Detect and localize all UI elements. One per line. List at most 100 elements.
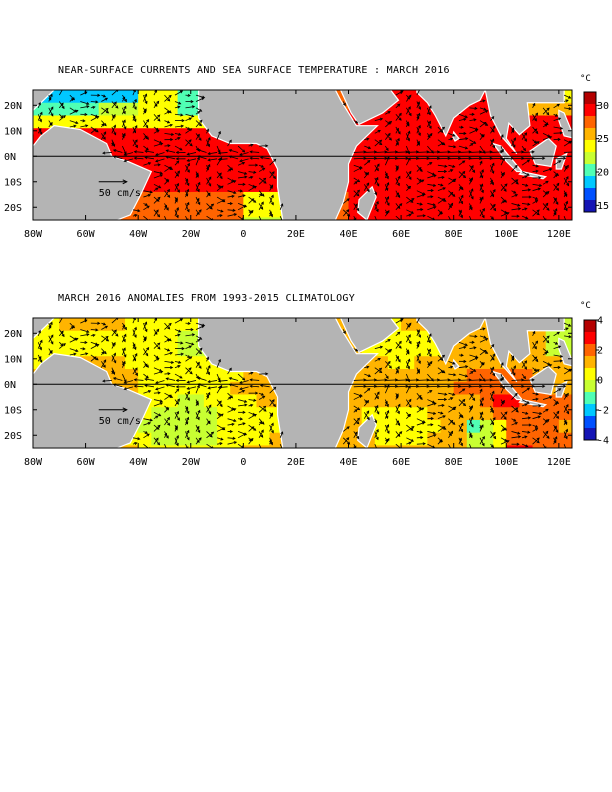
current-arrow-head xyxy=(538,183,543,187)
current-arrow xyxy=(143,162,151,166)
current-arrow-head xyxy=(220,413,224,417)
current-arrow-head xyxy=(187,390,190,394)
current-arrow-head xyxy=(420,436,424,440)
current-arrow xyxy=(124,380,134,384)
current-arrow-head xyxy=(460,353,464,357)
current-arrow-head xyxy=(399,203,403,207)
current-arrow-head xyxy=(96,116,100,119)
current-arrow-head xyxy=(463,359,467,363)
current-arrow xyxy=(500,424,507,431)
current-arrow xyxy=(416,443,426,445)
current-arrow-head xyxy=(501,149,504,153)
current-arrow xyxy=(353,417,360,426)
ocean-cell xyxy=(111,102,126,117)
current-arrow-head xyxy=(564,421,568,426)
ocean-cell xyxy=(203,419,218,434)
ocean-cell xyxy=(230,179,244,193)
current-arrow-head xyxy=(558,160,562,164)
current-arrow xyxy=(490,418,494,425)
ocean-cell xyxy=(230,407,244,421)
current-arrow-head xyxy=(149,190,153,194)
current-arrow xyxy=(206,177,212,187)
current-arrow-head xyxy=(133,378,137,382)
current-arrow xyxy=(101,97,108,102)
current-arrow-head xyxy=(565,221,567,223)
current-arrow xyxy=(185,128,192,134)
current-arrow-head xyxy=(166,348,171,352)
current-arrow-head xyxy=(124,326,127,331)
current-arrow-head xyxy=(155,187,159,191)
ocean-cell xyxy=(453,368,468,383)
lon-label: 20E xyxy=(287,229,305,240)
ocean-cell xyxy=(506,204,521,219)
current-arrow-head xyxy=(531,378,535,382)
current-arrow xyxy=(479,385,492,388)
current-arrow-head xyxy=(464,115,468,119)
current-arrow-head xyxy=(177,417,180,421)
current-arrow-head xyxy=(470,448,472,450)
current-arrow-head xyxy=(250,403,254,407)
current-arrow-head xyxy=(516,442,520,446)
current-arrow xyxy=(416,177,422,182)
current-arrow-head xyxy=(356,421,360,425)
current-arrow-head xyxy=(417,124,421,129)
current-arrow xyxy=(248,196,256,203)
current-arrow xyxy=(227,423,235,426)
current-arrow xyxy=(553,157,566,160)
current-arrow-head xyxy=(451,222,453,224)
current-arrow-head xyxy=(259,384,264,388)
current-arrow-head xyxy=(134,353,138,357)
current-arrow xyxy=(185,367,192,375)
current-arrow-head xyxy=(406,349,410,353)
ocean-cell xyxy=(217,445,231,448)
current-arrow-head xyxy=(75,349,79,353)
current-arrow xyxy=(406,426,415,432)
current-arrow-head xyxy=(534,128,538,132)
current-arrow-head xyxy=(167,372,171,376)
current-arrow-head xyxy=(432,183,437,187)
ocean-cell xyxy=(453,140,468,155)
colorbar-segment xyxy=(584,344,596,357)
current-arrow-head xyxy=(471,112,475,116)
ocean-cell xyxy=(151,128,166,142)
current-arrow-head xyxy=(531,150,535,154)
current-arrow-head xyxy=(376,391,380,395)
current-arrow-head xyxy=(133,98,137,103)
ocean-cell xyxy=(111,128,126,142)
ocean-cell xyxy=(177,318,192,332)
ocean-cell xyxy=(177,432,192,447)
current-arrow xyxy=(122,145,127,155)
current-arrow xyxy=(237,422,246,426)
current-arrow-head xyxy=(158,413,162,417)
current-arrow xyxy=(197,149,207,153)
current-arrow-head xyxy=(196,361,200,365)
current-arrow xyxy=(384,384,390,394)
current-arrow xyxy=(187,380,197,383)
current-arrow xyxy=(185,393,190,401)
panel2-title: MARCH 2016 ANOMALIES FROM 1993-2015 CLIM… xyxy=(58,293,356,304)
ocean-cell xyxy=(427,128,442,142)
ocean-cell xyxy=(335,445,350,448)
current-arrow xyxy=(363,184,370,192)
ocean-cell xyxy=(98,343,113,357)
current-arrow-head xyxy=(407,157,411,161)
current-arrow-head xyxy=(465,137,469,141)
current-arrow-head xyxy=(342,102,346,107)
current-arrow-head xyxy=(354,203,358,207)
current-arrow xyxy=(206,137,211,147)
ocean-cell xyxy=(532,445,547,448)
current-arrow-head xyxy=(244,175,248,179)
current-arrow xyxy=(208,386,218,389)
current-arrow xyxy=(384,145,389,151)
ocean-cell xyxy=(414,343,428,357)
current-arrow xyxy=(342,437,350,445)
current-arrow xyxy=(500,158,505,166)
current-arrow-head xyxy=(432,431,437,435)
ocean-cell xyxy=(190,217,205,220)
current-arrow-head xyxy=(492,373,496,377)
current-arrow-head xyxy=(263,177,267,181)
current-arrow xyxy=(532,385,545,388)
current-arrow-head xyxy=(523,375,527,380)
current-arrow xyxy=(59,115,66,121)
colorbar-tick-label: 0 xyxy=(597,376,603,387)
